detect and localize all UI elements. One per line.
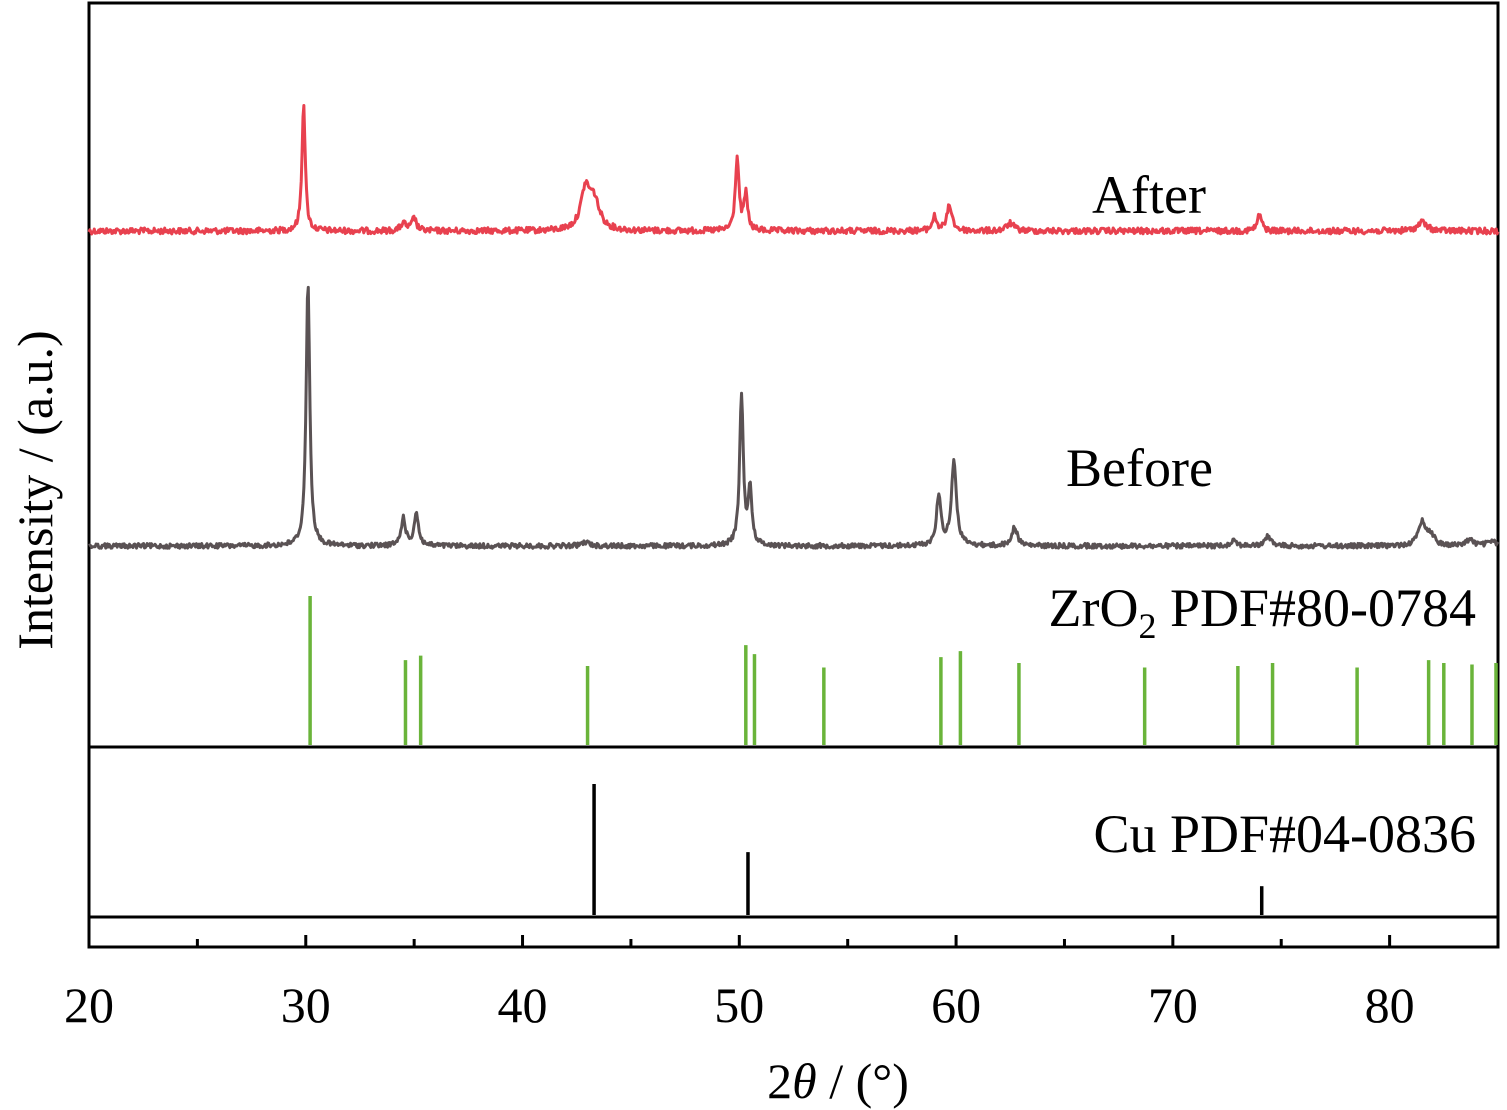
series-layer <box>87 104 1500 550</box>
x-tick-label-70: 70 <box>1148 977 1198 1033</box>
plot-frame <box>87 1 1500 949</box>
series-line-after <box>87 104 1500 236</box>
x-tick-label-50: 50 <box>714 977 764 1033</box>
y-axis-title: Intensity / (a.u.) <box>7 330 63 649</box>
x-tick-label-80: 80 <box>1365 977 1415 1033</box>
ref-label-zro2-subscript: 2 <box>1138 606 1156 646</box>
x-tick-label-20: 20 <box>64 977 114 1033</box>
x-axis-title-theta: θ <box>792 1053 817 1109</box>
series-label-after: After <box>1092 165 1206 225</box>
ref-label-zro2: ZrO2 PDF#80-0784 <box>1048 578 1476 646</box>
x-tick-label-60: 60 <box>931 977 981 1033</box>
x-axis-title-unit: / (°) <box>817 1053 909 1109</box>
ref-label-cu: Cu PDF#04-0836 <box>1093 804 1476 864</box>
series-line-before <box>88 285 1500 550</box>
reference-pattern-layer <box>308 596 1498 915</box>
x-axis-title-2: 2 <box>767 1053 792 1109</box>
ref-label-zro2-formula: ZrO <box>1048 578 1138 638</box>
ref-label-zro2-pdf: PDF#80-0784 <box>1156 578 1476 638</box>
x-tick-label-30: 30 <box>281 977 331 1033</box>
x-tick-label-40: 40 <box>498 977 548 1033</box>
x-axis-title: 2θ / (°) <box>767 1053 909 1109</box>
series-label-before: Before <box>1066 438 1213 498</box>
x-axis-ticks: 20 30 40 50 60 70 80 <box>64 935 1500 1033</box>
